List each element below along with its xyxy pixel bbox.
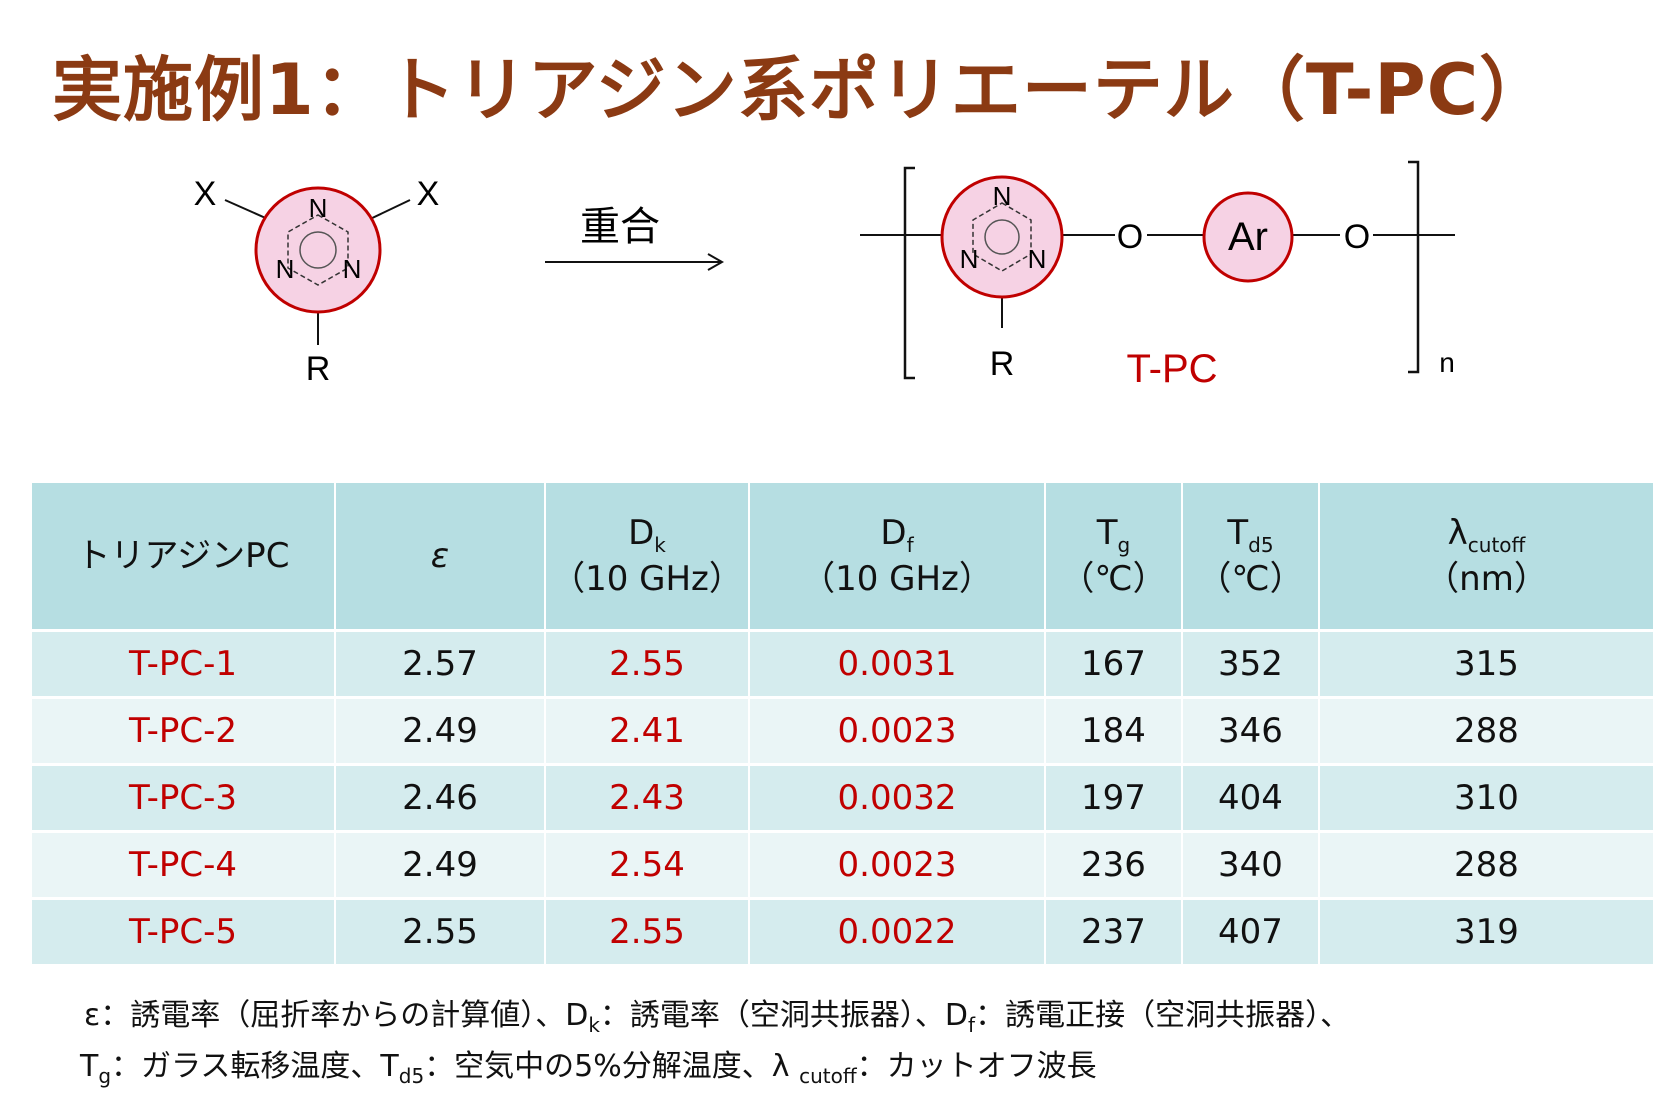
reaction-arrow: 重合	[545, 205, 725, 271]
polymer-structure: N N N R O Ar O n T-PC	[860, 160, 1455, 391]
atom-n-right: N	[343, 254, 362, 284]
cell-dk: 2.55	[546, 900, 748, 964]
cell-name: T-PC-2	[32, 699, 334, 763]
cell-dk: 2.54	[546, 833, 748, 897]
cell-name: T-PC-5	[32, 900, 334, 964]
cell-df: 0.0032	[750, 766, 1044, 830]
cell-td5: 346	[1183, 699, 1318, 763]
header-dk: Dk （10 GHz）	[546, 483, 748, 629]
cell-dk: 2.41	[546, 699, 748, 763]
properties-table: トリアジンPC ε Dk （10 GHz） Df （10 GHz） Tg（℃） Td…	[30, 480, 1653, 967]
cell-epsilon: 2.57	[336, 632, 544, 696]
cell-lambda: 319	[1320, 900, 1653, 964]
atom-x-left: X	[194, 175, 217, 213]
cell-tg: 237	[1046, 900, 1181, 964]
cell-name: T-PC-1	[32, 632, 334, 696]
repeat-unit-n: n	[1439, 347, 1455, 378]
cell-epsilon: 2.49	[336, 833, 544, 897]
atom-n-top-polymer: N	[993, 181, 1012, 211]
table-row: T-PC-5 2.55 2.55 0.0022 237 407 319	[32, 900, 1653, 964]
cell-df: 0.0023	[750, 699, 1044, 763]
cell-epsilon: 2.46	[336, 766, 544, 830]
atom-n-left-polymer: N	[960, 244, 979, 274]
polymer-name: T-PC	[1126, 347, 1217, 391]
cell-td5: 404	[1183, 766, 1318, 830]
header-tg: Tg（℃）	[1046, 483, 1181, 629]
cell-lambda: 288	[1320, 699, 1653, 763]
atom-o-1: O	[1117, 218, 1143, 256]
cell-tg: 184	[1046, 699, 1181, 763]
cell-df: 0.0022	[750, 900, 1044, 964]
cell-name: T-PC-4	[32, 833, 334, 897]
header-td5: Td5 （℃）	[1183, 483, 1318, 629]
cell-td5: 340	[1183, 833, 1318, 897]
cell-dk: 2.43	[546, 766, 748, 830]
cell-td5: 352	[1183, 632, 1318, 696]
cell-td5: 407	[1183, 900, 1318, 964]
header-epsilon: ε	[336, 483, 544, 629]
atom-x-right: X	[417, 175, 440, 213]
atom-r: R	[306, 350, 331, 388]
cell-epsilon: 2.49	[336, 699, 544, 763]
table-header-row: トリアジンPC ε Dk （10 GHz） Df （10 GHz） Tg（℃） Td…	[32, 483, 1653, 629]
atom-r-polymer: R	[990, 345, 1015, 383]
cell-lambda: 310	[1320, 766, 1653, 830]
reaction-label: 重合	[580, 205, 660, 249]
cell-name: T-PC-3	[32, 766, 334, 830]
footnote: ε：誘電率（屈折率からの計算値）、Dk：誘電率（空洞共振器）、Df：誘電正接（空…	[80, 995, 1351, 1097]
atom-n-right-polymer: N	[1028, 244, 1047, 274]
cell-tg: 197	[1046, 766, 1181, 830]
cell-tg: 167	[1046, 632, 1181, 696]
table-row: T-PC-1 2.57 2.55 0.0031 167 352 315	[32, 632, 1653, 696]
footnote-line-2: Tg：ガラス転移温度、Td5：空気中の5%分解温度、λ cutoff：カットオフ…	[80, 1049, 1097, 1088]
header-triazine-pc: トリアジンPC	[32, 483, 334, 629]
table-row: T-PC-2 2.49 2.41 0.0023 184 346 288	[32, 699, 1653, 763]
aryl-label: Ar	[1228, 215, 1268, 259]
cell-lambda: 315	[1320, 632, 1653, 696]
footnote-line-1: ε：誘電率（屈折率からの計算値）、Dk：誘電率（空洞共振器）、Df：誘電正接（空…	[84, 998, 1351, 1037]
atom-n-top: N	[309, 193, 328, 223]
monomer-structure: X X N N N R	[194, 175, 440, 388]
atom-o-2: O	[1344, 218, 1370, 256]
table-row: T-PC-4 2.49 2.54 0.0023 236 340 288	[32, 833, 1653, 897]
table-row: T-PC-3 2.46 2.43 0.0032 197 404 310	[32, 766, 1653, 830]
cell-lambda: 288	[1320, 833, 1653, 897]
header-lambda-cutoff: λcutoff （nm）	[1320, 483, 1653, 629]
reaction-scheme: X X N N N R 重合 N N N R O Ar O n T-PC	[194, 160, 1455, 391]
header-df: Df （10 GHz）	[750, 483, 1044, 629]
triazine-ring-polymer	[940, 175, 1064, 299]
cell-df: 0.0023	[750, 833, 1044, 897]
triazine-ring-monomer	[254, 186, 382, 314]
cell-dk: 2.55	[546, 632, 748, 696]
aryl-group	[1202, 191, 1294, 283]
cell-epsilon: 2.55	[336, 900, 544, 964]
page-title: 実施例1：トリアジン系ポリエーテル（T-PC）	[52, 49, 1551, 131]
cell-df: 0.0031	[750, 632, 1044, 696]
cell-tg: 236	[1046, 833, 1181, 897]
atom-n-left: N	[276, 254, 295, 284]
